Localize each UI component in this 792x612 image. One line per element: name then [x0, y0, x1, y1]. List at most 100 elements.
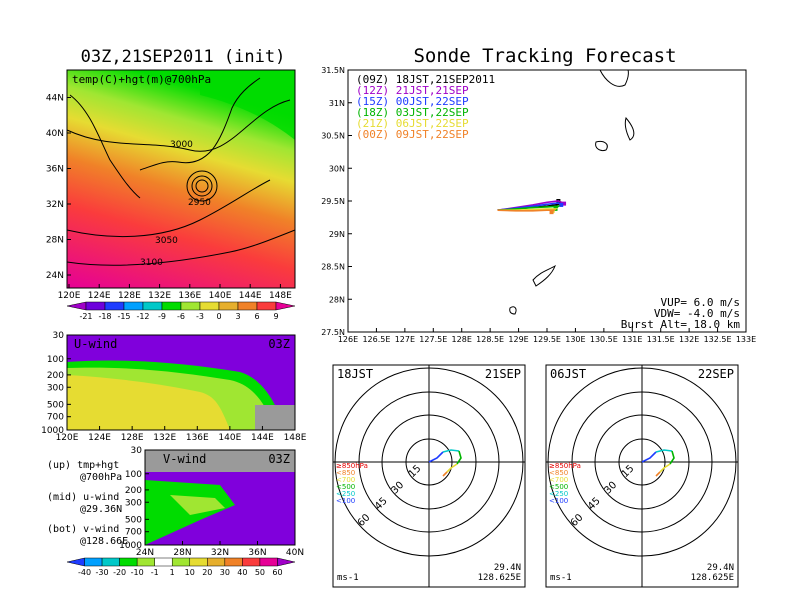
colorbar-label: 60 [272, 568, 282, 577]
colorbar-label: 1 [170, 568, 175, 577]
track-lat-label: 31.5N [321, 66, 345, 75]
track-lon-ticks: 126E 126.5E 127E 127.5E 128E 128.5E 129E 129.5E… [338, 328, 756, 344]
colorbar-label: -9 [158, 312, 166, 321]
colorbar-swatch [199, 301, 220, 311]
hodograph-level: <250 [549, 490, 568, 498]
contour-label-3050: 3050 [155, 236, 178, 246]
u-wind-x-ticks: 120E 124E 128E 132E 136E 140E 144E 148E [56, 426, 307, 443]
wind-y-label: 500 [125, 515, 142, 525]
v-wind-grey [145, 450, 295, 472]
u-wind-y-ticks: 30 100 200 300 500 700 1000 [41, 331, 71, 436]
hodograph-time: 06JST [550, 367, 586, 381]
hodograph-curve [456, 450, 462, 465]
map-lon-label: 148E [269, 291, 292, 301]
note-up-1: (up) tmp+hgt [47, 460, 119, 471]
wind-y-label: 200 [125, 486, 142, 496]
hodograph-level: <100 [549, 497, 568, 505]
map-lon-ticks: 120E 124E 128E 132E 136E 140E 144E 148E [58, 284, 292, 301]
map-lat-ticks: 24N 28N 32N 36N 40N 44N [46, 94, 71, 281]
colorbar-label: -15 [117, 312, 130, 321]
colorbar-swatch [275, 301, 296, 311]
wind-y-label: 500 [47, 400, 64, 410]
hodograph-lat: 29.4N [494, 563, 521, 573]
track-lat-label: 30N [329, 164, 345, 173]
track-legend-entry: (09Z) 18JST,21SEP2011 [356, 73, 495, 86]
colorbar-swatch [207, 557, 226, 567]
colorbar-swatch [154, 557, 173, 567]
track-lon-label: 127.5E [419, 335, 447, 344]
hodograph-curve [442, 449, 460, 453]
hodograph-curve [641, 451, 657, 463]
hodograph-level: <850 [336, 469, 355, 477]
map-lat-label: 32N [46, 200, 64, 210]
track-end-marker [549, 210, 554, 215]
hodograph-curve [442, 471, 448, 477]
track-lat-label: 28N [329, 295, 345, 304]
u-wind-label: U-wind [74, 337, 117, 351]
track-lon-label: 130.5E [590, 335, 618, 344]
map-frame [66, 69, 296, 289]
note-bot-1: (bot) v-wind [47, 524, 119, 535]
wind-x-label: 148E [284, 433, 307, 443]
note-mid-1: (mid) u-wind [47, 492, 119, 503]
v-wind-time: 03Z [268, 452, 290, 466]
track-lon-label: 132E [679, 335, 699, 344]
colorbar-swatch [161, 301, 182, 311]
u-wind-panel: U-wind 03Z 30 100 200 300 500 700 1000 120E 124… [41, 331, 307, 443]
colorbar-swatch [237, 301, 258, 311]
u-wind-time: 03Z [268, 337, 290, 351]
track-legend-entry: (12Z) 21JST,21SEP [356, 84, 469, 97]
wind-y-label: 700 [125, 528, 142, 538]
hodograph-lon: 128.625E [691, 573, 734, 583]
track-lon-label: 130E [565, 335, 585, 344]
colorbar-swatch [224, 557, 243, 567]
note-bot-2: @128.66E [80, 536, 128, 547]
wind-y-label: 1000 [41, 426, 64, 436]
colorbar-label: -30 [96, 568, 109, 577]
contour-label-3100: 3100 [140, 258, 163, 268]
typhoon-ring-1 [191, 175, 213, 197]
colorbar-label: 40 [237, 568, 247, 577]
hodograph-level: <700 [549, 476, 568, 484]
colorbar-swatch [218, 301, 239, 311]
forecast-title: Sonde Tracking Forecast [413, 45, 676, 67]
map-lon-label: 128E [118, 291, 141, 301]
colorbar-swatch [85, 301, 106, 311]
island-small-1 [595, 141, 608, 151]
map-label: temp(C)+hgt(m)@700hPa [72, 73, 211, 86]
wind-x-label: 144E [251, 433, 274, 443]
hodograph-date: 21SEP [485, 367, 521, 381]
colorbar-label: 50 [255, 568, 265, 577]
map-lon-label: 140E [209, 291, 232, 301]
wind-y-label: 700 [47, 413, 64, 423]
hodograph-level: ≥850hPa [336, 462, 368, 470]
hodograph-curve [669, 450, 675, 465]
map-lat-label: 40N [46, 129, 64, 139]
track-lon-label: 133E [736, 335, 756, 344]
colorbar-swatch [142, 301, 163, 311]
hodograph-curve [655, 471, 661, 477]
hodograph-unit: ms-1 [337, 573, 359, 583]
colorbar-label: 20 [202, 568, 212, 577]
track-legend-entry: (00Z) 09JST,22SEP [356, 128, 469, 141]
hodograph-right: 06JST 22SEP15304560≥850hPa<850<700<500<25… [545, 364, 739, 588]
track-lon-label: 128.5E [476, 335, 504, 344]
v-wind-panel: V-wind 03Z 30 100 200 300 500 700 1000 24N 28N 3… [119, 446, 304, 558]
track-lat-label: 31N [329, 99, 345, 108]
hodograph-level: <500 [549, 483, 568, 491]
map-lat-label: 24N [46, 271, 64, 281]
hodograph-time: 18JST [337, 367, 373, 381]
typhoon-center [195, 179, 209, 193]
wind-y-label: 300 [47, 383, 64, 393]
track-lat-label: 30.5N [321, 132, 345, 141]
v-wind-label: V-wind [163, 452, 206, 466]
wind-y-label: 1000 [119, 541, 142, 551]
u-wind-grey [255, 405, 295, 430]
hodograph-curve [428, 451, 444, 463]
wind-x-label: 136E [186, 433, 209, 443]
height-contour-3050 [66, 179, 271, 238]
temperature-colorbar: -21 -18 -15 -12 -9 -6 -3 0 3 6 9 [66, 301, 296, 321]
colorbar-swatch [119, 557, 138, 567]
map-lat-label: 36N [46, 165, 64, 175]
